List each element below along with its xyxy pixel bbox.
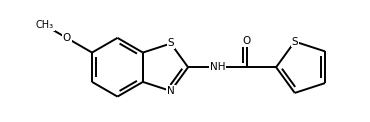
Text: CH₃: CH₃ <box>36 20 54 30</box>
Text: O: O <box>243 36 251 46</box>
Text: N: N <box>167 86 175 96</box>
Text: O: O <box>63 33 71 43</box>
Text: S: S <box>292 37 298 47</box>
Text: S: S <box>168 39 174 48</box>
Text: NH: NH <box>210 62 225 72</box>
